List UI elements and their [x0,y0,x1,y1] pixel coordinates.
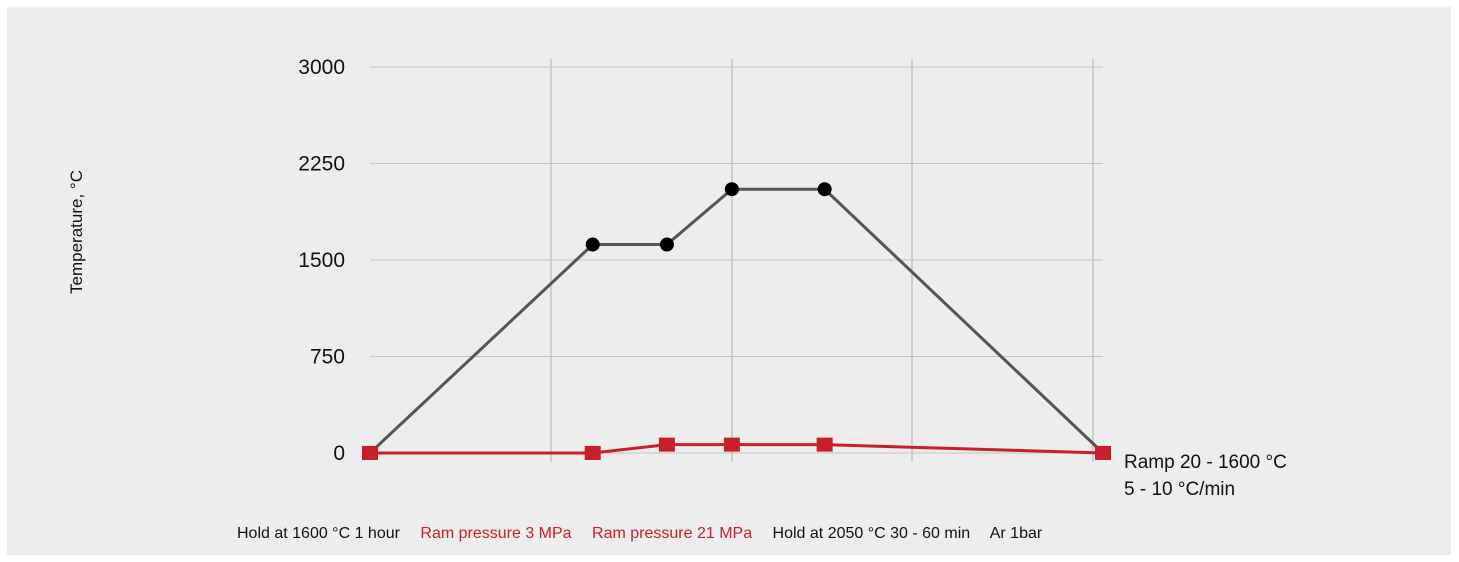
temperature-profile-chart: 0 750 1500 2250 3000 [298,56,1111,465]
ramp-annotation-line2: 5 - 10 °C/min [1124,479,1236,500]
data-point-square [584,446,601,460]
footer-item-ar-1bar: Ar 1bar [989,525,1043,542]
data-point-circle [724,182,739,197]
y-tick-label: 2250 [298,153,345,176]
y-tick-label: 1500 [298,249,345,272]
data-point-square [816,437,833,452]
data-point-circle [817,182,832,197]
data-point-square [658,437,675,452]
data-point-circle [585,237,600,252]
y-tick-label: 750 [310,346,345,369]
y-tick-label: 0 [333,442,345,465]
data-point-square [1095,446,1111,460]
y-tick-label: 3000 [298,56,345,79]
series-line-1 [370,443,1104,455]
series-line-0 [368,187,1105,455]
footer-item-ram-3mpa: Ram pressure 3 MPa [420,525,572,542]
footer-item-hold-1600: Hold at 1600 °C 1 hour [237,525,400,542]
data-point-circle [659,237,674,252]
data-point-square [362,446,378,460]
data-point-square [723,437,740,452]
footer-legend: Hold at 1600 °C 1 hour Ram pressure 3 MP… [237,525,1058,543]
chart-panel: 0 750 1500 2250 3000 Temperature, °C Ramp 20… [7,7,1451,555]
footer-item-ram-21mpa: Ram pressure 21 MPa [592,525,753,542]
y-axis-label: Temperature, °C [67,170,86,294]
ramp-annotation-line1: Ramp 20 - 1600 °C [1124,452,1287,473]
footer-item-hold-2050: Hold at 2050 °C 30 - 60 min [772,525,971,542]
